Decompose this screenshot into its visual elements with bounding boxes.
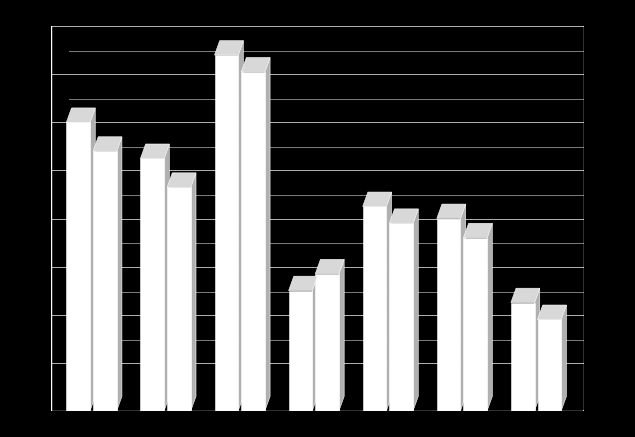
Polygon shape: [93, 137, 122, 151]
Polygon shape: [537, 305, 566, 319]
Polygon shape: [437, 218, 460, 411]
Polygon shape: [464, 223, 492, 238]
Polygon shape: [67, 108, 95, 122]
Polygon shape: [413, 209, 418, 411]
Polygon shape: [386, 192, 392, 411]
Polygon shape: [487, 223, 492, 411]
Polygon shape: [190, 173, 196, 411]
Polygon shape: [117, 137, 122, 411]
Polygon shape: [389, 209, 418, 223]
Polygon shape: [167, 187, 190, 411]
Polygon shape: [167, 173, 196, 187]
Polygon shape: [437, 204, 465, 218]
Polygon shape: [363, 192, 392, 207]
Polygon shape: [511, 302, 535, 411]
Polygon shape: [316, 274, 339, 411]
Polygon shape: [215, 55, 238, 411]
Polygon shape: [389, 223, 413, 411]
Polygon shape: [215, 41, 243, 55]
Polygon shape: [561, 305, 566, 411]
Polygon shape: [312, 276, 318, 411]
Polygon shape: [464, 238, 487, 411]
Polygon shape: [241, 72, 265, 411]
Polygon shape: [537, 319, 561, 411]
Polygon shape: [140, 144, 170, 159]
Polygon shape: [460, 204, 465, 411]
Polygon shape: [339, 260, 344, 411]
Polygon shape: [164, 144, 170, 411]
Polygon shape: [288, 291, 312, 411]
Polygon shape: [241, 58, 270, 72]
Polygon shape: [511, 288, 540, 302]
Polygon shape: [265, 58, 270, 411]
Polygon shape: [316, 260, 344, 274]
Polygon shape: [238, 41, 243, 411]
Polygon shape: [67, 122, 90, 411]
Polygon shape: [363, 207, 386, 411]
Polygon shape: [535, 288, 540, 411]
Polygon shape: [288, 276, 318, 291]
Polygon shape: [90, 108, 95, 411]
Polygon shape: [93, 151, 117, 411]
Polygon shape: [140, 159, 164, 411]
